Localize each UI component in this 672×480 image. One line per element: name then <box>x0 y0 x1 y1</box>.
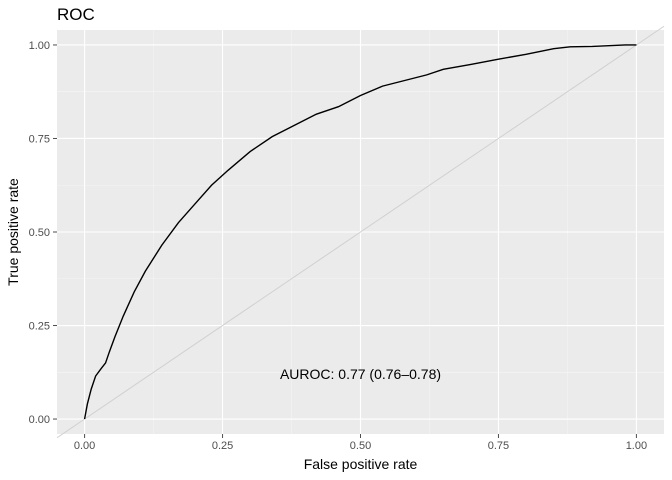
y-axis-title: True positive rate <box>5 178 21 286</box>
y-tick-label: 0.50 <box>29 227 50 239</box>
y-tick-label: 0.25 <box>29 321 50 333</box>
x-axis-ticks: 0.00 0.25 0.50 0.75 1.00 <box>74 434 647 452</box>
chart-title: ROC <box>57 5 95 24</box>
roc-curve-line <box>83 44 637 420</box>
y-tick-label: 0.75 <box>29 133 50 145</box>
y-tick-label: 0.00 <box>29 414 50 426</box>
x-tick-label: 1.00 <box>626 440 647 452</box>
auroc-annotation: AUROC: 0.77 (0.76–0.78) <box>280 366 441 382</box>
x-tick-label: 0.00 <box>74 440 95 452</box>
x-axis-title: False positive rate <box>304 456 418 472</box>
x-tick-label: 0.50 <box>350 440 371 452</box>
x-tick-label: 0.25 <box>212 440 233 452</box>
y-tick-label: 1.00 <box>29 40 50 52</box>
diagonal-reference-line <box>56 25 665 439</box>
x-tick-label: 0.75 <box>488 440 509 452</box>
y-axis-ticks: 0.00 0.25 0.50 0.75 1.00 <box>29 40 57 426</box>
